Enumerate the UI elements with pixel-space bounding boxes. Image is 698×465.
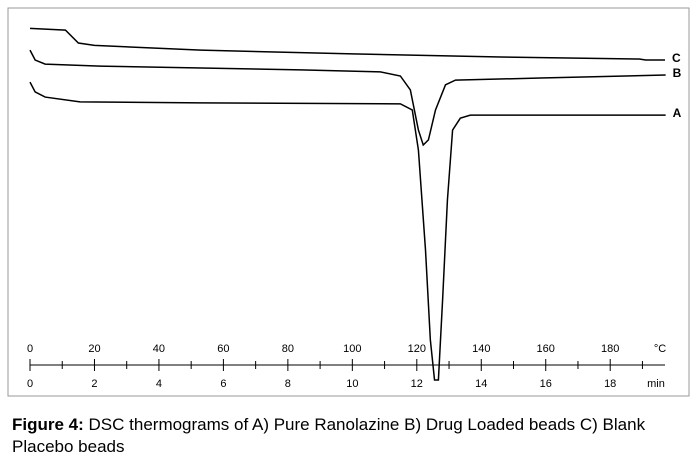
x2-tick-label: 160	[537, 343, 555, 355]
x-tick-label: 14	[475, 378, 487, 390]
series-label: B	[673, 66, 682, 80]
x2-tick-label: 20	[88, 343, 100, 355]
x-tick-label: 16	[540, 378, 552, 390]
x2-tick-label: 40	[153, 343, 165, 355]
x-tick-label: 18	[604, 378, 616, 390]
x-tick-label: 0	[27, 378, 33, 390]
caption: Figure 4: DSC thermograms of A) Pure Ran…	[12, 414, 688, 458]
curve	[29, 27, 665, 61]
x-tick-label: 12	[411, 378, 423, 390]
x2-tick-label: 0	[27, 343, 33, 355]
x-tick-label: 2	[91, 378, 97, 390]
caption-label: Figure 4:	[12, 415, 84, 434]
x2-tick-label: 80	[282, 343, 294, 355]
x-axis-label: min	[647, 378, 665, 390]
x2-tick-label: 140	[472, 343, 490, 355]
x2-axis-label: °C	[654, 343, 666, 355]
x-tick-label: 10	[346, 378, 358, 390]
x2-tick-label: 60	[217, 343, 229, 355]
x2-tick-label: 120	[408, 343, 426, 355]
x-tick-label: 8	[285, 378, 291, 390]
frame	[7, 7, 690, 397]
x-tick-label: 4	[156, 378, 162, 390]
caption-text: DSC thermograms of A) Pure Ranolazine B)…	[12, 415, 646, 456]
series-label: A	[673, 106, 682, 120]
x2-tick-label: 100	[343, 343, 361, 355]
x2-tick-label: 180	[601, 343, 619, 355]
series-label: C	[672, 51, 681, 65]
curve	[29, 49, 666, 147]
x-tick-label: 6	[220, 378, 226, 390]
chart: 0 2 4 6 8 10 12 14 16 180 20 40 60 80 100 120 140 160 180m…	[7, 7, 690, 397]
curve	[29, 81, 666, 381]
